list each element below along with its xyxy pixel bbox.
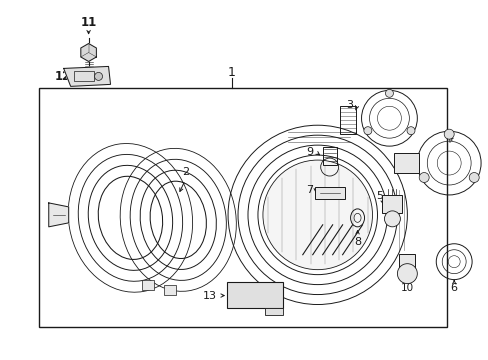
Circle shape (468, 172, 478, 183)
Circle shape (385, 89, 393, 97)
Bar (74, 71, 93, 81)
Text: 7: 7 (305, 185, 313, 195)
Bar (322, 147, 336, 165)
Text: 6: 6 (450, 283, 457, 293)
Circle shape (397, 264, 416, 284)
Bar (394, 153, 419, 173)
Text: 5: 5 (375, 191, 382, 201)
Circle shape (384, 211, 400, 227)
Polygon shape (81, 44, 96, 62)
Bar (339, 106, 355, 134)
Text: 13: 13 (203, 291, 217, 301)
Polygon shape (63, 67, 110, 86)
Text: 10: 10 (400, 283, 413, 293)
Bar (399, 254, 414, 272)
Circle shape (443, 129, 453, 139)
Bar (382, 195, 402, 213)
Bar (142, 280, 154, 289)
Text: 12: 12 (55, 70, 71, 83)
Bar (264, 307, 282, 315)
Text: 4: 4 (446, 133, 453, 143)
Bar (164, 285, 176, 294)
Bar (226, 282, 282, 307)
Circle shape (263, 160, 372, 270)
Text: 11: 11 (81, 16, 97, 29)
Circle shape (418, 172, 428, 183)
Text: 2: 2 (182, 167, 188, 177)
Text: 9: 9 (305, 147, 313, 157)
Circle shape (363, 127, 371, 135)
Text: 1: 1 (227, 66, 236, 79)
Text: 8: 8 (353, 237, 360, 247)
Bar (39, 88, 447, 328)
Bar (314, 187, 344, 199)
Polygon shape (49, 203, 68, 227)
Circle shape (94, 72, 102, 80)
Text: 3: 3 (346, 100, 352, 110)
Circle shape (406, 127, 414, 135)
